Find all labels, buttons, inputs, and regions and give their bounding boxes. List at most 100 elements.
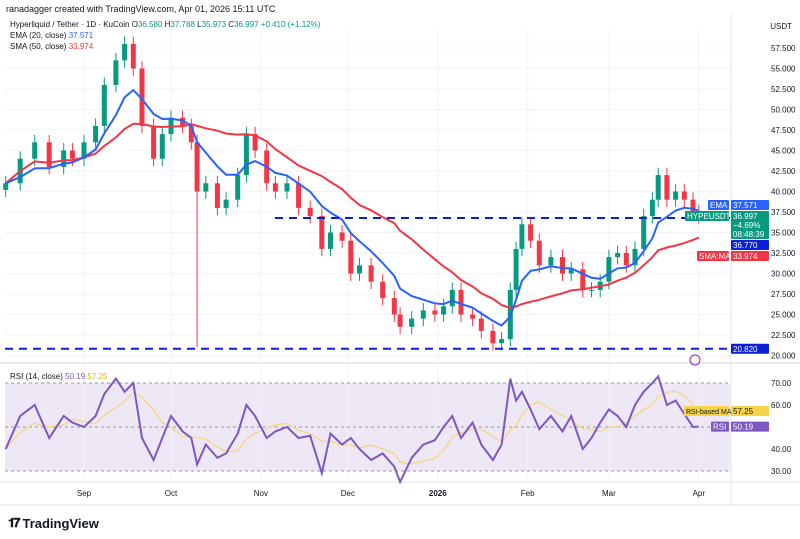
candle-body [61, 150, 67, 167]
ema-price-tag: 37.571 [733, 201, 758, 210]
y-tick-label: 25.000 [771, 311, 796, 320]
y-tick-label: 57.500 [771, 44, 796, 53]
rsi-tick-label: 70.00 [771, 379, 792, 388]
last-price-tag: 08:48:39 [733, 230, 765, 239]
ema-name-tag: EMA [710, 201, 728, 210]
y-tick-label: 30.000 [771, 270, 796, 279]
candle-body [528, 224, 534, 241]
sma-price-tag: 33.974 [733, 252, 758, 261]
rsi-value-tag-bg [731, 421, 769, 432]
last-price-tag: 36.997 [733, 212, 758, 221]
tradingview-logo-icon: 𝟏𝟕 [8, 515, 21, 530]
change-value: +0.410 (+1.12%) [260, 20, 321, 29]
rsi-name-tag: RSI [713, 423, 726, 432]
chart-legend: Hyperliquid / Tether · 1D · KuCoin O36.5… [10, 20, 321, 51]
upper-level-tag: 36.770 [733, 241, 758, 250]
last-price-tag-bg [731, 211, 769, 239]
candle-body [130, 43, 136, 69]
lightning-icon [689, 354, 701, 366]
candle-body [449, 289, 455, 307]
y-tick-label: 40.000 [771, 188, 796, 197]
candle-body [589, 289, 594, 291]
candle-body [122, 43, 128, 61]
candle-body [188, 125, 194, 143]
candle-body [681, 191, 687, 200]
candle-body [432, 310, 438, 315]
candle-body [3, 183, 9, 190]
candle-body [32, 142, 38, 159]
candle-body [243, 134, 249, 176]
x-tick-label: Dec [341, 489, 355, 498]
candle-body [478, 318, 484, 331]
lower-level-tag-bg [731, 343, 769, 354]
candle-body [69, 150, 75, 159]
candle-body [194, 142, 200, 192]
candle-body [159, 134, 165, 159]
candle-body [499, 339, 505, 344]
sma-name-tag-bg [697, 251, 729, 261]
rsi-ma-value-tag: 57.25 [733, 407, 754, 416]
y-tick-label: 55.000 [771, 65, 796, 74]
candle-body [284, 183, 290, 192]
candle-body [409, 318, 415, 327]
x-tick-label: Mar [602, 489, 616, 498]
candle-body [641, 216, 647, 249]
rsi-line [4, 374, 699, 485]
x-tick-label: Sep [77, 489, 92, 498]
candle-body [272, 183, 278, 192]
rsi-value-tag: 50.19 [733, 423, 754, 432]
sma-line [5, 122, 700, 310]
candle-body [113, 60, 119, 85]
last-price-tag: −4.69% [733, 221, 760, 230]
upper-level-tag-bg [731, 240, 769, 250]
rsi-legend[interactable]: RSI (14, close) 50.19 57.25 [10, 372, 108, 381]
symbol-label[interactable]: Hyperliquid / Tether · 1D · KuCoin [10, 20, 130, 29]
y-tick-label: 37.500 [771, 208, 796, 217]
sma-price-tag-bg [731, 251, 769, 261]
sma-name-tag: SMA:MA [699, 252, 731, 261]
x-tick-label: 2026 [429, 489, 447, 498]
candle-body [664, 175, 670, 200]
y-tick-label: 45.000 [771, 147, 796, 156]
rsi-ma-value-tag-bg [731, 406, 769, 417]
candle-body [632, 248, 638, 266]
y-tick-label: 35.000 [771, 229, 796, 238]
candle-body [623, 253, 629, 266]
candle-body [441, 306, 447, 315]
candle-body [180, 117, 186, 126]
candle-body [101, 84, 107, 126]
ema-legend[interactable]: EMA (20, close) 37.571 [10, 31, 94, 40]
candle-body [568, 269, 574, 274]
rsi-tick-label: 60.00 [771, 401, 792, 410]
candle-body [139, 68, 145, 126]
candle-body [580, 269, 586, 290]
candle-body [81, 142, 87, 159]
candle-body [655, 175, 661, 200]
candle-body [536, 240, 542, 266]
candle-body [368, 265, 374, 282]
y-tick-label: 50.000 [771, 106, 796, 115]
candle-body [319, 216, 325, 249]
candle-body [458, 289, 464, 315]
candle-body [296, 183, 302, 208]
candle-body [357, 265, 362, 274]
candle-body [470, 314, 476, 319]
rsi-tick-label: 30.00 [771, 467, 792, 476]
tradingview-logo[interactable]: 𝟏𝟕 TradingView [8, 515, 99, 531]
candle-body [328, 232, 333, 249]
currency-label: USDT [770, 22, 792, 31]
rsi-tick-label: 40.00 [771, 445, 792, 454]
y-tick-label: 32.500 [771, 249, 796, 258]
candle-body [519, 224, 525, 249]
ema-name-tag-bg [708, 200, 729, 210]
lower-level-tag: 20.820 [733, 345, 758, 354]
rsi-ma-line [5, 390, 700, 465]
ema-line [5, 88, 700, 327]
candle-body [151, 125, 157, 159]
chart-credit: ranadagger created with TradingView.com,… [6, 4, 276, 14]
sma-legend[interactable]: SMA (50, close) 33.974 [10, 42, 94, 51]
candle-body [339, 232, 345, 241]
rsi-name-tag-bg [711, 421, 729, 432]
candle-body [397, 314, 403, 327]
